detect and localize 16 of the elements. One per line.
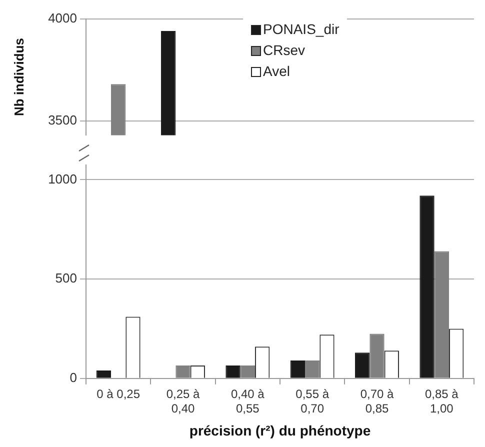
x-tick-label: 0 à 0,25 [96,386,140,401]
legend-label: PONAIS_dir [263,20,340,39]
y-tick-label: 0 [70,370,77,385]
x-tick-label: 0,40 à 0,55 [230,386,265,416]
y-tick-label: 3500 [48,112,77,128]
legend-label: Avel [263,62,290,81]
y-tick-label: 4000 [48,10,77,26]
y-tick-label: 500 [55,270,77,286]
y-tick-label: 1000 [48,171,77,186]
x-tick-label: 0,55 à 0,70 [296,386,330,416]
x-tick-label: 0,85 à 1,00 [424,386,459,416]
x-tick-label: 0,25 à 0,40 [166,386,200,416]
y-axis-title: Nb individus [11,38,26,116]
x-axis-title: précision (r²) du phénotype [189,422,371,438]
x-tick-label: 0,70 à 0,85 [360,386,394,416]
legend-label: CRsev [263,41,306,60]
